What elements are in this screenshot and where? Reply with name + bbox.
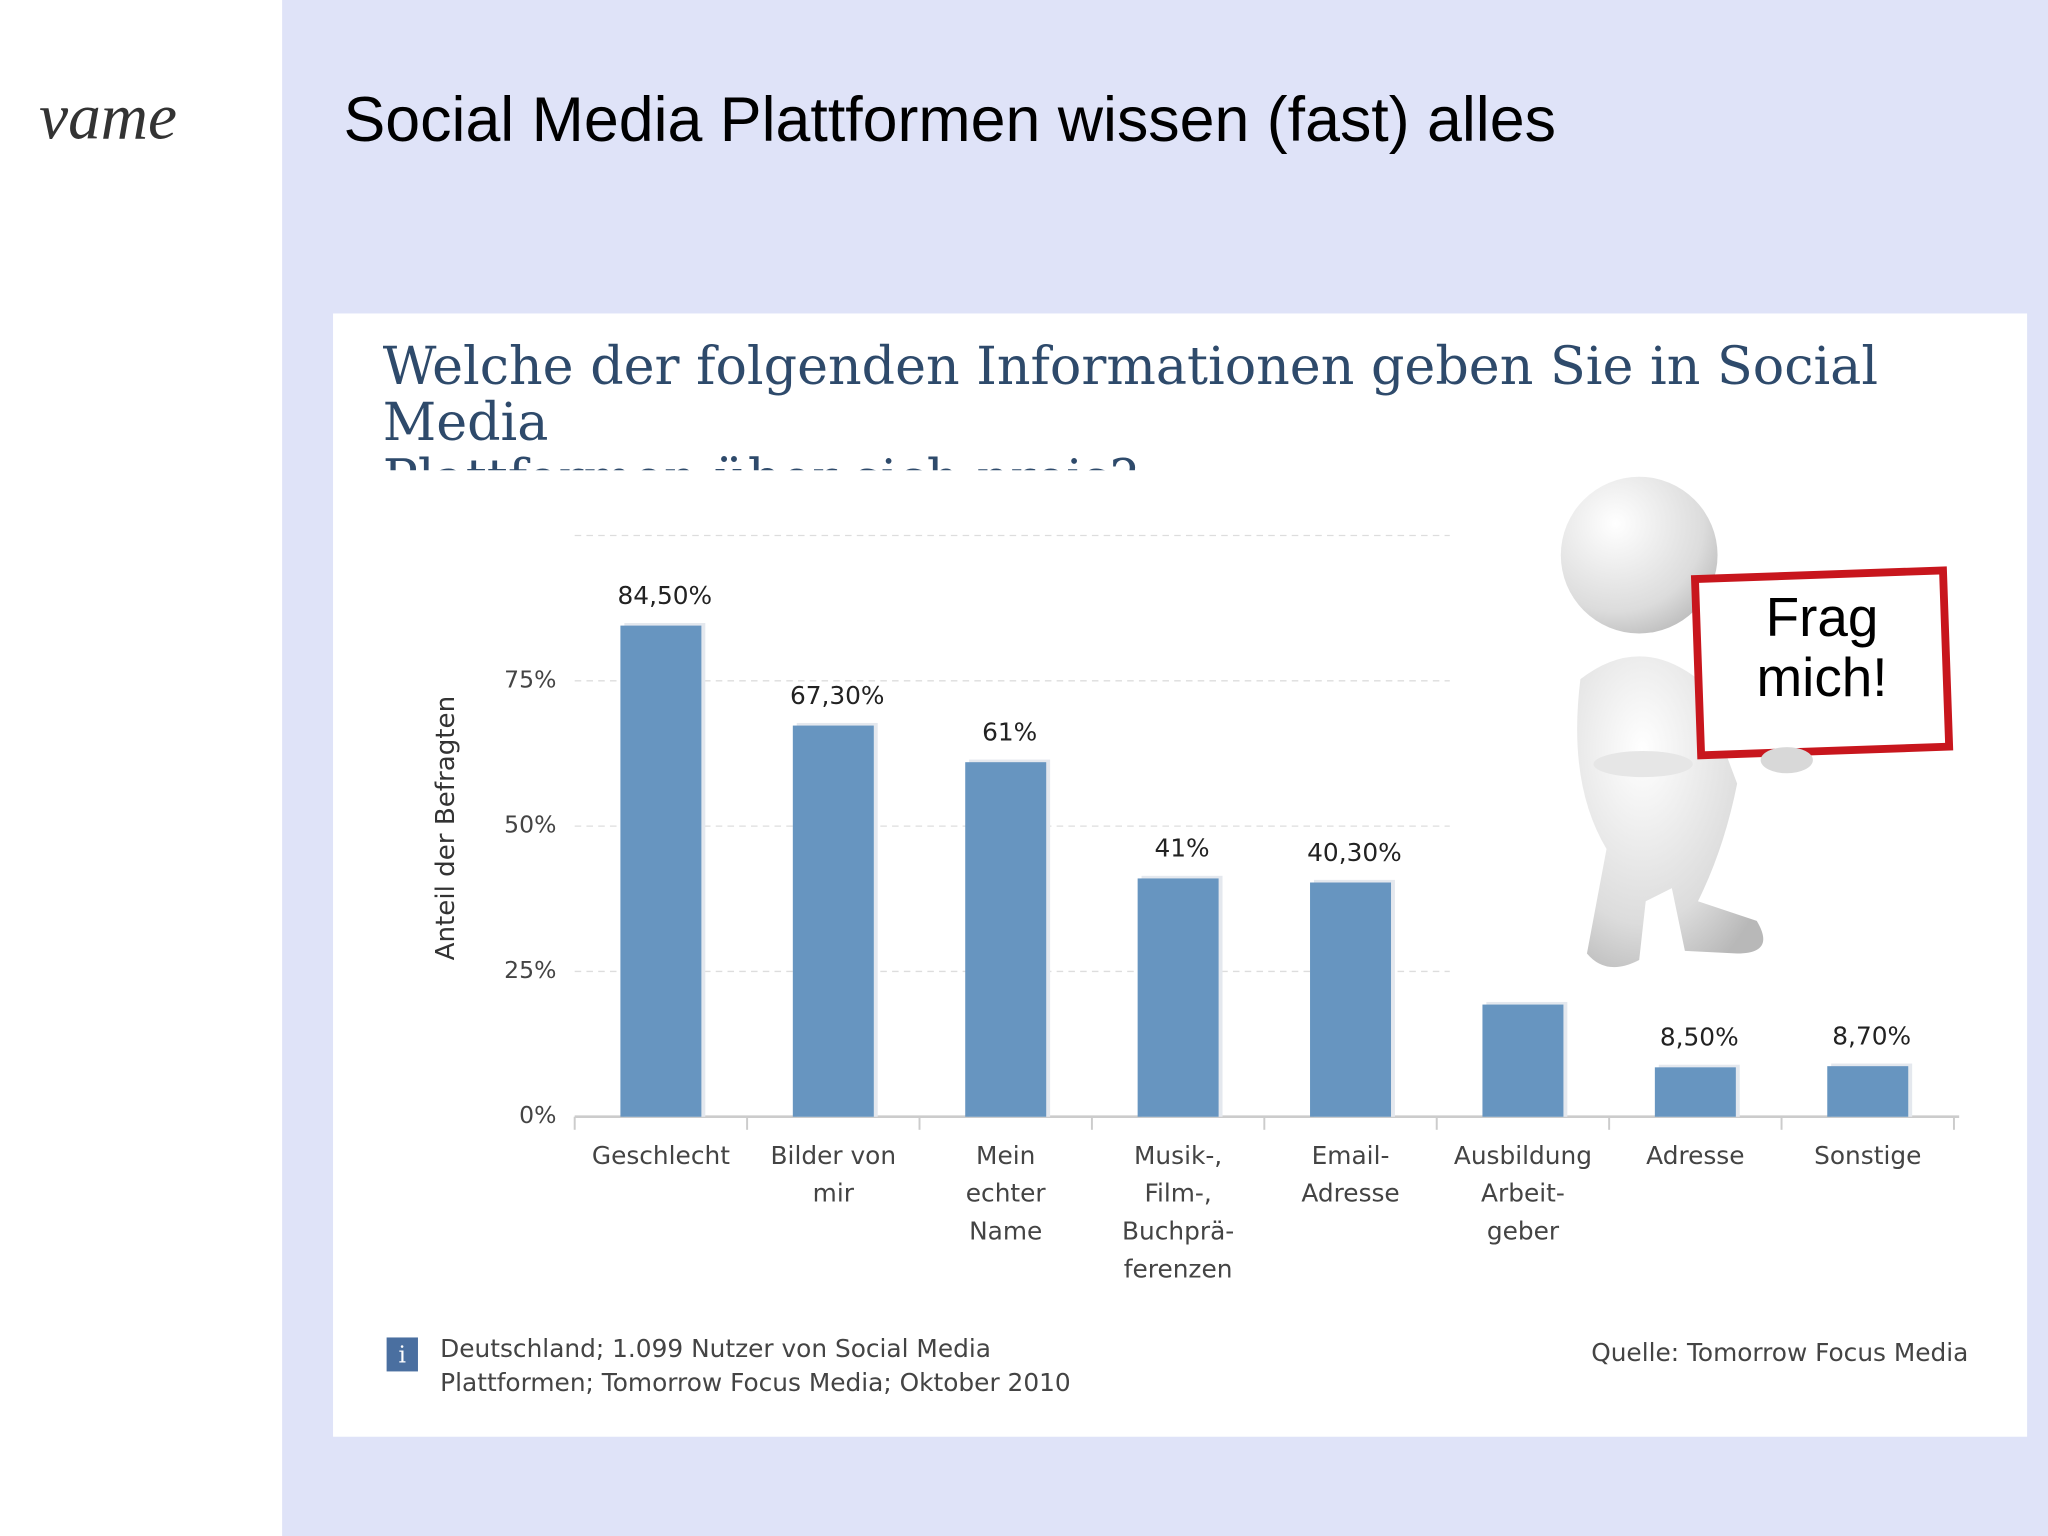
x-tick-label: Geschlecht <box>591 1141 730 1171</box>
x-tick-label: Musik-, Film-, Buchprä- ferenzen <box>1122 1141 1235 1284</box>
x-tick-label: Mein echter Name <box>965 1141 1046 1247</box>
side-strip <box>0 0 283 1536</box>
value-label: 40,30% <box>1307 838 1402 867</box>
x-tick-label-box: Mein echter Name <box>965 1141 1046 1247</box>
bar <box>1310 882 1392 1117</box>
x-tick-label: Ausbildung Arbeit- geber <box>1453 1141 1592 1247</box>
value-label: 41% <box>1154 834 1209 863</box>
value-label: 61% <box>982 717 1037 746</box>
bar <box>620 625 702 1117</box>
info-icon <box>386 1337 418 1372</box>
chart-title: Welche der folgenden Informationen geben… <box>382 339 1879 471</box>
chart-source: Quelle: Tomorrow Focus Media <box>1591 1338 1968 1367</box>
chart-note: Deutschland; 1.099 Nutzer von Social Med… <box>440 1334 1071 1398</box>
x-tick-label-box: Bilder von mir <box>770 1141 897 1209</box>
logo: vame <box>39 81 177 153</box>
chart-panel <box>333 313 2028 1437</box>
figure-illustration <box>1560 476 1954 968</box>
x-tick-label-box: Email- Adresse <box>1301 1141 1400 1209</box>
bar <box>1137 878 1219 1117</box>
slide-title: Social Media Plattformen wissen (fast) a… <box>344 85 1556 155</box>
x-tick-label: Bilder von mir <box>770 1141 897 1209</box>
value-label: 67,30% <box>790 681 885 710</box>
value-label: 84,50% <box>618 581 713 610</box>
bar <box>1482 1004 1564 1117</box>
info-icon-glyph: i <box>399 1340 407 1368</box>
y-axis-label: Anteil der Befragten <box>431 696 461 961</box>
x-tick-label: Adresse <box>1646 1141 1745 1171</box>
y-tick-label: 75% <box>504 665 556 693</box>
bar <box>792 725 874 1117</box>
x-tick-label-box: Sonstige <box>1814 1141 1922 1171</box>
chart-title-box: Welche der folgenden Informationen geben… <box>382 339 1879 471</box>
x-tick-label: Sonstige <box>1814 1141 1922 1171</box>
x-tick-label-box: Geschlecht <box>591 1141 730 1171</box>
callout: Frag mich! <box>1756 587 1888 708</box>
y-tick-label: 25% <box>504 956 556 984</box>
y-tick-label: 0% <box>519 1101 556 1129</box>
callout-box: Frag mich! <box>1756 587 1888 708</box>
value-label: 8,50% <box>1660 1023 1739 1052</box>
plot: 0% 25% 50% 75% 84,50% Geschlecht 67,30% Bilder … <box>504 534 1960 1284</box>
note-box: Deutschland; 1.099 Nutzer von Social Med… <box>440 1334 1071 1398</box>
x-tick-label: Email- Adresse <box>1301 1141 1400 1209</box>
bar <box>1827 1066 1909 1117</box>
y-tick-label: 50% <box>504 811 556 839</box>
bar <box>965 762 1047 1117</box>
x-tick-label-box: Musik-, Film-, Buchprä- ferenzen <box>1122 1141 1235 1284</box>
x-tick-label-box: Adresse <box>1646 1141 1745 1171</box>
x-tick-label-box: Ausbildung Arbeit- geber <box>1453 1141 1592 1247</box>
bar <box>1654 1067 1736 1117</box>
value-label: 8,70% <box>1832 1021 1911 1050</box>
